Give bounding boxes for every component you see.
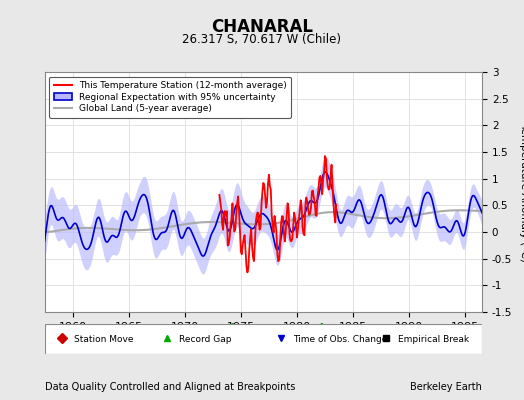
Text: ^: ^	[316, 323, 328, 337]
Text: Record Gap: Record Gap	[179, 334, 232, 344]
Text: Empirical Break: Empirical Break	[398, 334, 469, 344]
Text: Time of Obs. Change: Time of Obs. Change	[293, 334, 387, 344]
FancyBboxPatch shape	[45, 324, 482, 354]
Text: ^: ^	[226, 323, 238, 337]
Text: Berkeley Earth: Berkeley Earth	[410, 382, 482, 392]
Text: Data Quality Controlled and Aligned at Breakpoints: Data Quality Controlled and Aligned at B…	[45, 382, 295, 392]
Y-axis label: Temperature Anomaly (°C): Temperature Anomaly (°C)	[519, 122, 524, 262]
Text: 26.317 S, 70.617 W (Chile): 26.317 S, 70.617 W (Chile)	[182, 33, 342, 46]
Legend: This Temperature Station (12-month average), Regional Expectation with 95% uncer: This Temperature Station (12-month avera…	[49, 76, 291, 118]
Text: Station Move: Station Move	[74, 334, 134, 344]
Text: CHANARAL: CHANARAL	[211, 18, 313, 36]
